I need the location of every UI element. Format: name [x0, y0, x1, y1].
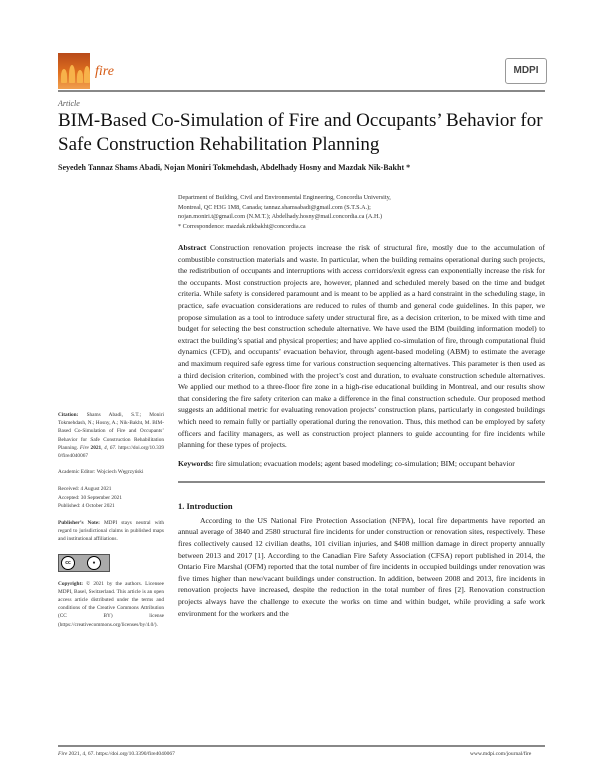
citation-journal: Fire: [79, 444, 89, 451]
received-date: Received: 4 August 2021: [58, 486, 112, 493]
mdpi-logo[interactable]: MDPI: [505, 58, 547, 84]
section-heading: 1. Introduction: [178, 500, 233, 511]
footer-journal: Fire: [58, 751, 68, 757]
copyright-label: Copyright:: [58, 580, 84, 587]
section-rule: [178, 481, 545, 483]
affiliations: Department of Building, Civil and Enviro…: [178, 193, 558, 231]
abstract: Abstract Construction renovation project…: [178, 242, 545, 451]
authors: Seyedeh Tannaz Shams Abadi, Nojan Moniri…: [58, 163, 411, 172]
citation-text: Shams Abadi, S.T.; Moniri Tokmehdash, N.…: [58, 412, 165, 451]
sidebar: Citation: Shams Abadi, S.T.; Moniri Tokm…: [58, 411, 164, 629]
correspondence: * Correspondence: mazdak.nikbakht@concor…: [178, 222, 306, 230]
publisher-note: Publisher’s Note: MDPI stays neutral wit…: [58, 519, 164, 544]
footer-doi[interactable]: 2021, 4, 67. https://doi.org/10.3390/fir…: [68, 751, 175, 757]
citation-block: Citation: Shams Abadi, S.T.; Moniri Tokm…: [58, 411, 164, 460]
keywords: Keywords: fire simulation; evacuation mo…: [178, 458, 545, 470]
footer-rule: [58, 745, 545, 747]
citation-label: Citation:: [58, 412, 79, 418]
affiliation-line: Department of Building, Civil and Enviro…: [178, 194, 391, 201]
journal-name: fire: [95, 64, 114, 79]
page-title: BIM-Based Co-Simulation of Fire and Occu…: [58, 110, 543, 155]
abstract-text: Construction renovation projects increas…: [178, 243, 545, 450]
header-rule: [58, 90, 545, 92]
affiliation-line: Montreal, QC H3G 1M8, Canada; tannaz.sha…: [178, 203, 371, 211]
attribution-icon: ●: [87, 555, 101, 570]
academic-editor: Academic Editor: Wojciech Węgrzyński: [58, 469, 144, 476]
accepted-date: Accepted: 30 September 2021: [58, 494, 122, 501]
publisher-note-text: MDPI stays neutral with regard to jurisd…: [58, 520, 164, 543]
citation-volume: , 4, 67.: [101, 444, 117, 451]
footer-citation: Fire 2021, 4, 67. https://doi.org/10.339…: [58, 751, 175, 757]
article-type: Article: [58, 99, 80, 108]
cc-by-license-icon[interactable]: cc ●: [58, 553, 110, 572]
copyright-text: © 2021 by the authors. Licensee MDPI, Ba…: [58, 580, 165, 628]
footer-url[interactable]: www.mdpi.com/journal/fire: [470, 751, 532, 757]
keywords-text: fire simulation; evacuation models; agen…: [215, 458, 515, 468]
citation-year: 2021: [90, 444, 102, 451]
cc-icon: cc: [61, 555, 75, 570]
copyright: Copyright: © 2021 by the authors. Licens…: [58, 580, 164, 629]
keywords-label: Keywords:: [178, 458, 214, 468]
affiliation-line: nojan.moniri.t@gmail.com (N.M.T.); Abdel…: [178, 213, 383, 220]
main-column: Abstract Construction renovation project…: [178, 242, 545, 619]
dates: Received: 4 August 2021 Accepted: 30 Sep…: [58, 485, 164, 510]
citation-doi-link[interactable]: https://doi.org/10.3390/fire4040067: [58, 444, 165, 460]
published-date: Published: 4 October 2021: [58, 502, 115, 509]
introduction-text: According to the US National Fire Protec…: [178, 515, 545, 618]
journal-logo-icon: [58, 53, 90, 89]
publisher-note-label: Publisher’s Note:: [58, 520, 100, 527]
abstract-label: Abstract: [178, 243, 207, 252]
